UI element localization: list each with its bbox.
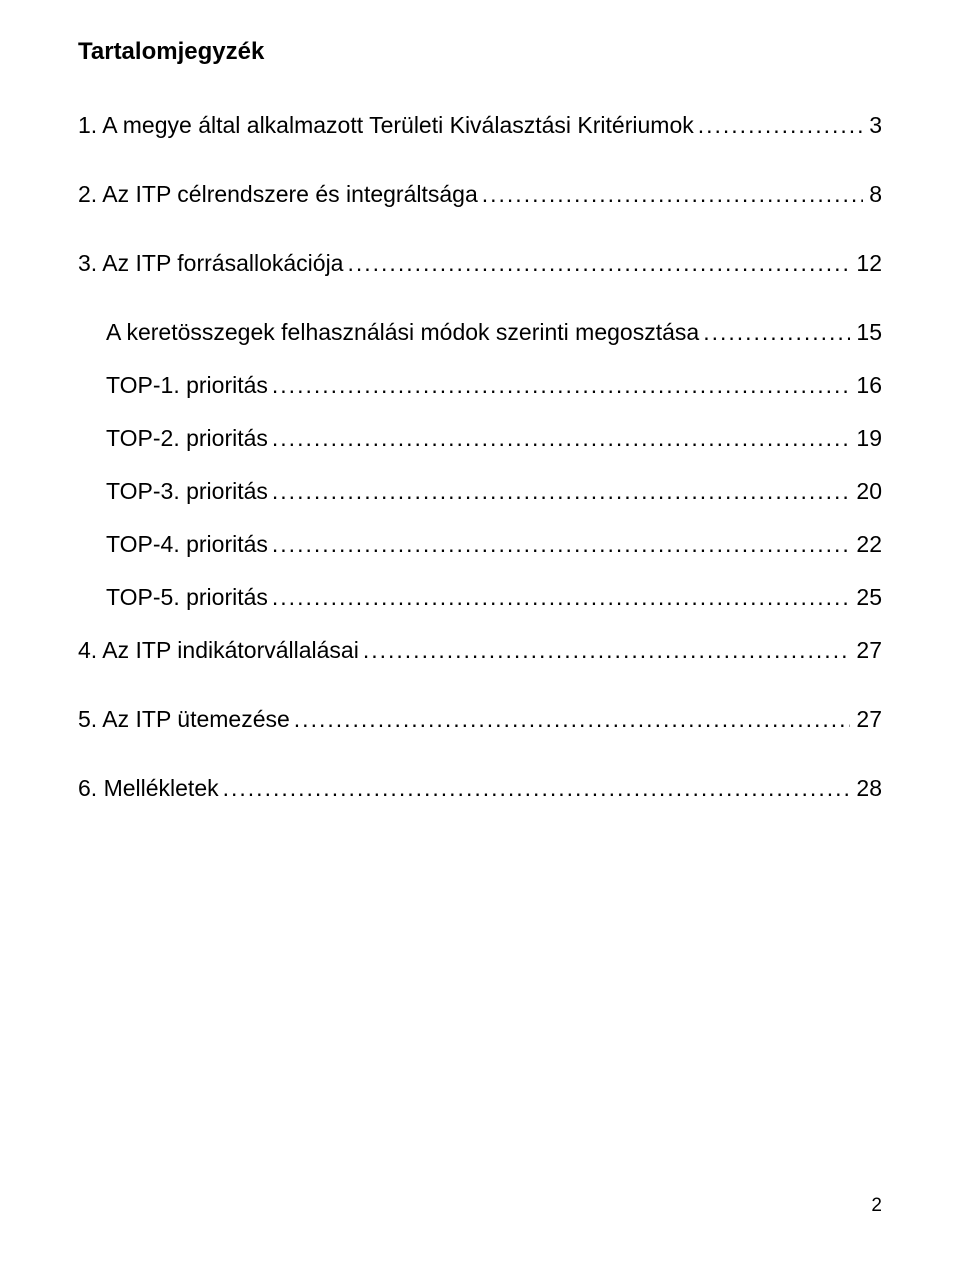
toc-page-ref: 25	[850, 586, 882, 609]
toc-label: 1. A megye által alkalmazott Területi Ki…	[78, 114, 694, 137]
toc-page-ref: 8	[863, 183, 882, 206]
toc-page-ref: 16	[850, 374, 882, 397]
page-number: 2	[871, 1195, 882, 1217]
toc-entry: TOP-3. prioritás 20	[78, 480, 882, 503]
table-of-contents: 1. A megye által alkalmazott Területi Ki…	[78, 114, 882, 800]
toc-entry: 3. Az ITP forrásallokációja 12	[78, 252, 882, 275]
toc-leader-dots	[699, 321, 850, 344]
toc-label: 5. Az ITP ütemezése	[78, 708, 290, 731]
toc-entry: 2. Az ITP célrendszere és integráltsága …	[78, 183, 882, 206]
toc-label: 6. Mellékletek	[78, 777, 219, 800]
toc-page-ref: 28	[850, 777, 882, 800]
toc-entry: 1. A megye által alkalmazott Területi Ki…	[78, 114, 882, 137]
toc-leader-dots	[268, 480, 851, 503]
toc-entry: 4. Az ITP indikátorvállalásai 27	[78, 639, 882, 662]
toc-leader-dots	[290, 708, 851, 731]
toc-leader-dots	[219, 777, 851, 800]
toc-entry: 5. Az ITP ütemezése 27	[78, 708, 882, 731]
toc-page-ref: 15	[850, 321, 882, 344]
toc-page-ref: 3	[863, 114, 882, 137]
toc-entry: TOP-5. prioritás 25	[78, 586, 882, 609]
page-title: Tartalomjegyzék	[78, 38, 882, 66]
toc-entry: TOP-1. prioritás 16	[78, 374, 882, 397]
toc-leader-dots	[694, 114, 863, 137]
toc-leader-dots	[268, 427, 851, 450]
toc-leader-dots	[268, 586, 851, 609]
toc-label: TOP-1. prioritás	[106, 374, 268, 397]
toc-page-ref: 20	[850, 480, 882, 503]
toc-label: A keretösszegek felhasználási módok szer…	[106, 321, 699, 344]
toc-label: TOP-2. prioritás	[106, 427, 268, 450]
toc-label: 3. Az ITP forrásallokációja	[78, 252, 343, 275]
toc-entry: A keretösszegek felhasználási módok szer…	[78, 321, 882, 344]
document-page: Tartalomjegyzék 1. A megye által alkalma…	[0, 0, 960, 1269]
toc-leader-dots	[343, 252, 850, 275]
toc-entry: 6. Mellékletek 28	[78, 777, 882, 800]
toc-page-ref: 19	[850, 427, 882, 450]
toc-label: 2. Az ITP célrendszere és integráltsága	[78, 183, 478, 206]
toc-entry: TOP-4. prioritás 22	[78, 533, 882, 556]
toc-page-ref: 22	[850, 533, 882, 556]
toc-leader-dots	[268, 374, 851, 397]
toc-leader-dots	[359, 639, 851, 662]
toc-entry: TOP-2. prioritás 19	[78, 427, 882, 450]
toc-leader-dots	[478, 183, 863, 206]
toc-label: TOP-4. prioritás	[106, 533, 268, 556]
toc-label: TOP-3. prioritás	[106, 480, 268, 503]
toc-label: TOP-5. prioritás	[106, 586, 268, 609]
toc-leader-dots	[268, 533, 851, 556]
toc-label: 4. Az ITP indikátorvállalásai	[78, 639, 359, 662]
toc-page-ref: 12	[850, 252, 882, 275]
toc-page-ref: 27	[850, 639, 882, 662]
toc-page-ref: 27	[850, 708, 882, 731]
